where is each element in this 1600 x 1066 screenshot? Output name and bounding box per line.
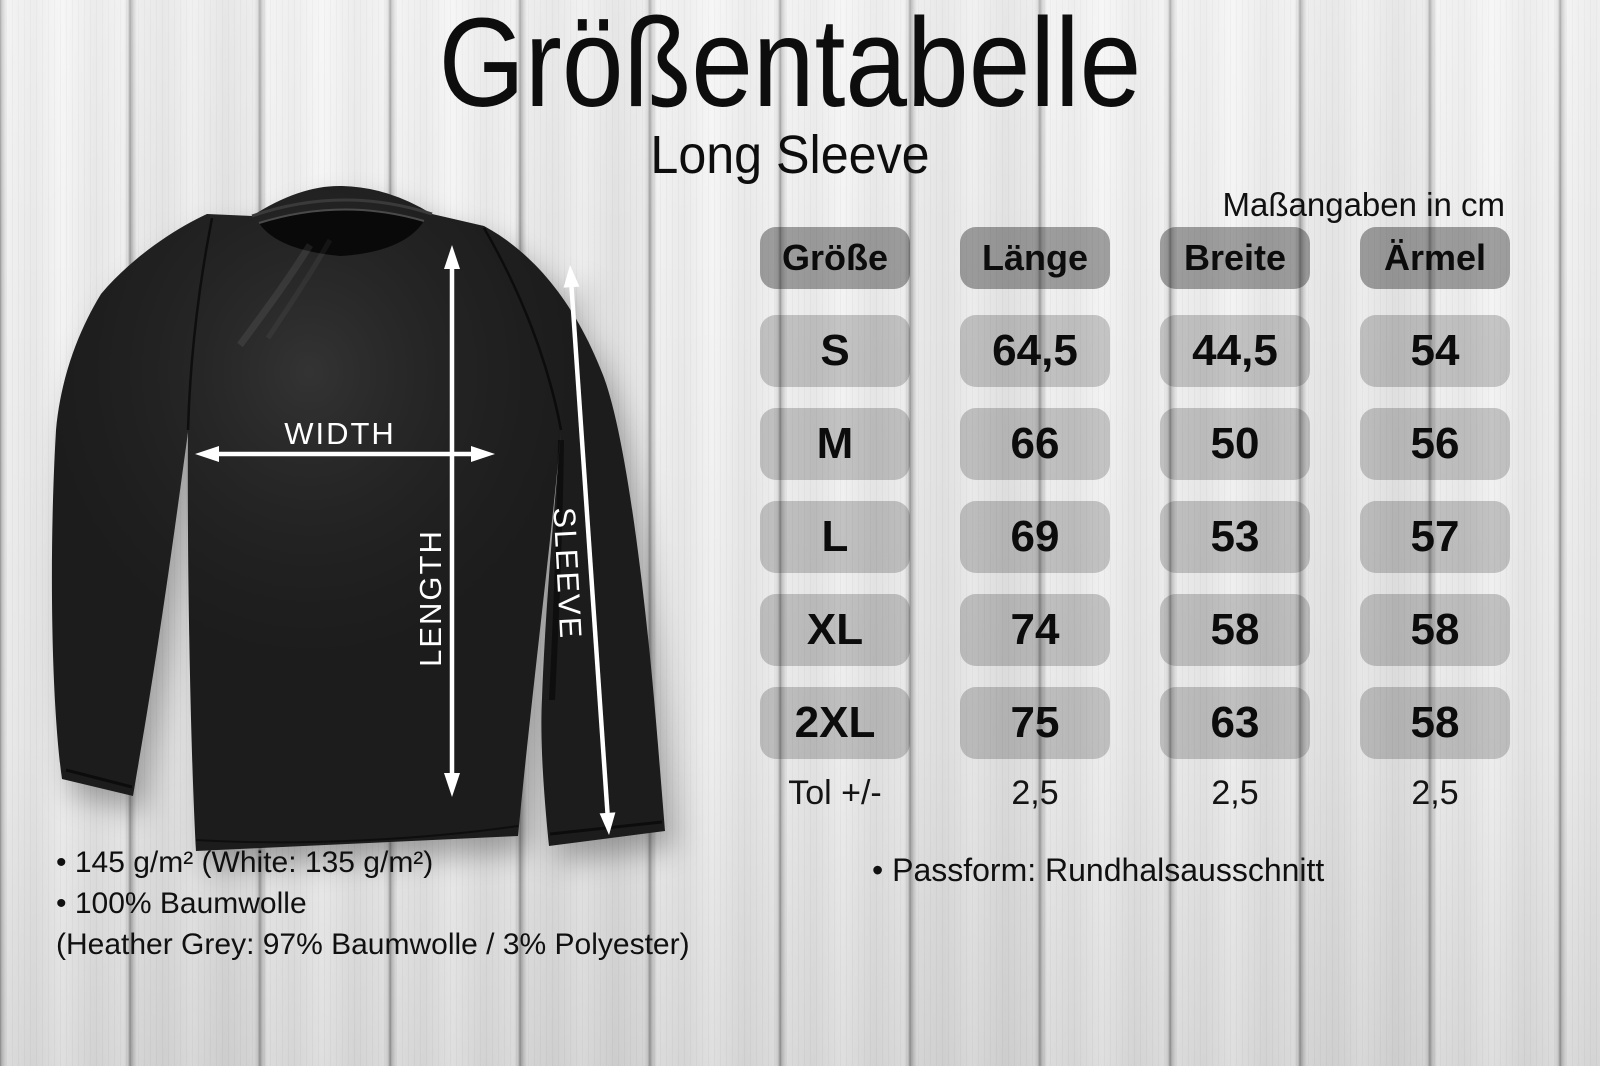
- value-cell: 64,5: [960, 315, 1110, 387]
- sleeve-crease-highlight: [237, 243, 313, 348]
- value-cell: 63: [1160, 687, 1310, 759]
- shirt-shading: [51, 185, 665, 851]
- sleeve-arrow: [563, 265, 616, 835]
- page-subtitle: Long Sleeve: [650, 125, 930, 185]
- size-cell: M: [760, 408, 910, 480]
- value-cell: 50: [1160, 408, 1310, 480]
- size-table: Größe Länge Breite Ärmel S 64,5 44,5 54 …: [760, 225, 1560, 845]
- collar-opening: [259, 209, 424, 256]
- right-sleeve-shadow: [549, 439, 564, 701]
- table-row-xl: XL 74 58 58: [760, 594, 1510, 666]
- width-arrow: [195, 446, 495, 462]
- hem-seam: [195, 825, 519, 844]
- size-cell: XL: [760, 594, 910, 666]
- value-cell: 44,5: [1160, 315, 1310, 387]
- size-cell: 2XL: [760, 687, 910, 759]
- table-header-row: Größe Länge Breite Ärmel: [760, 227, 1510, 289]
- left-sleeve-seam: [186, 217, 214, 431]
- material-notes: • 145 g/m² (White: 135 g/m²) • 100% Baum…: [56, 842, 690, 965]
- right-sleeve-seam: [482, 227, 563, 431]
- size-cell: S: [760, 315, 910, 387]
- units-note: Maßangaben in cm: [1222, 186, 1505, 223]
- page-title: Größentabelle: [438, 0, 1142, 133]
- value-cell: 54: [1360, 315, 1510, 387]
- length-arrow: [444, 245, 460, 797]
- note-cotton: • 100% Baumwolle: [56, 887, 307, 920]
- value-cell: 56: [1360, 408, 1510, 480]
- column-header-laenge: Länge: [960, 227, 1110, 289]
- table-row-l: L 69 53 57: [760, 501, 1510, 573]
- value-cell: 58: [1160, 594, 1310, 666]
- value-cell: 66: [960, 408, 1110, 480]
- note-heather: (Heather Grey: 97% Baumwolle / 3% Polyes…: [56, 928, 690, 961]
- length-label: LENGTH: [413, 529, 448, 667]
- note-weight: • 145 g/m² (White: 135 g/m²): [56, 846, 434, 879]
- collar-rib-edge: [258, 208, 425, 224]
- shirt-diagram: WIDTH LENGTH SLEEVE: [51, 185, 665, 851]
- value-cell: 69: [960, 501, 1110, 573]
- sleeve-label: SLEEVE: [547, 506, 589, 640]
- table-row-2xl: 2XL 75 63 58: [760, 687, 1510, 759]
- fit-note: • Passform: Rundhalsausschnitt: [872, 852, 1325, 888]
- value-cell: 53: [1160, 501, 1310, 573]
- table-row-s: S 64,5 44,5 54: [760, 315, 1510, 387]
- value-cell: 57: [1360, 501, 1510, 573]
- tolerance-label: Tol +/-: [788, 773, 882, 812]
- table-row-tolerance: Tol +/- 2,5 2,5 2,5: [760, 770, 1510, 816]
- value-cell: 58: [1360, 687, 1510, 759]
- sleeve-crease-highlight-2: [265, 238, 333, 340]
- column-header-aermel: Ärmel: [1360, 227, 1510, 289]
- column-header-groesse: Größe: [760, 227, 910, 289]
- value-cell: 58: [1360, 594, 1510, 666]
- tolerance-value: 2,5: [1211, 773, 1259, 812]
- tolerance-value: 2,5: [1011, 773, 1059, 812]
- size-cell: L: [760, 501, 910, 573]
- tolerance-value: 2,5: [1411, 773, 1459, 812]
- table-row-m: M 66 50 56: [760, 408, 1510, 480]
- collar-band-icon: [251, 198, 433, 218]
- value-cell: 75: [960, 687, 1110, 759]
- width-label: WIDTH: [284, 416, 396, 451]
- value-cell: 74: [960, 594, 1110, 666]
- column-header-breite: Breite: [1160, 227, 1310, 289]
- left-cuff-seam: [65, 768, 133, 789]
